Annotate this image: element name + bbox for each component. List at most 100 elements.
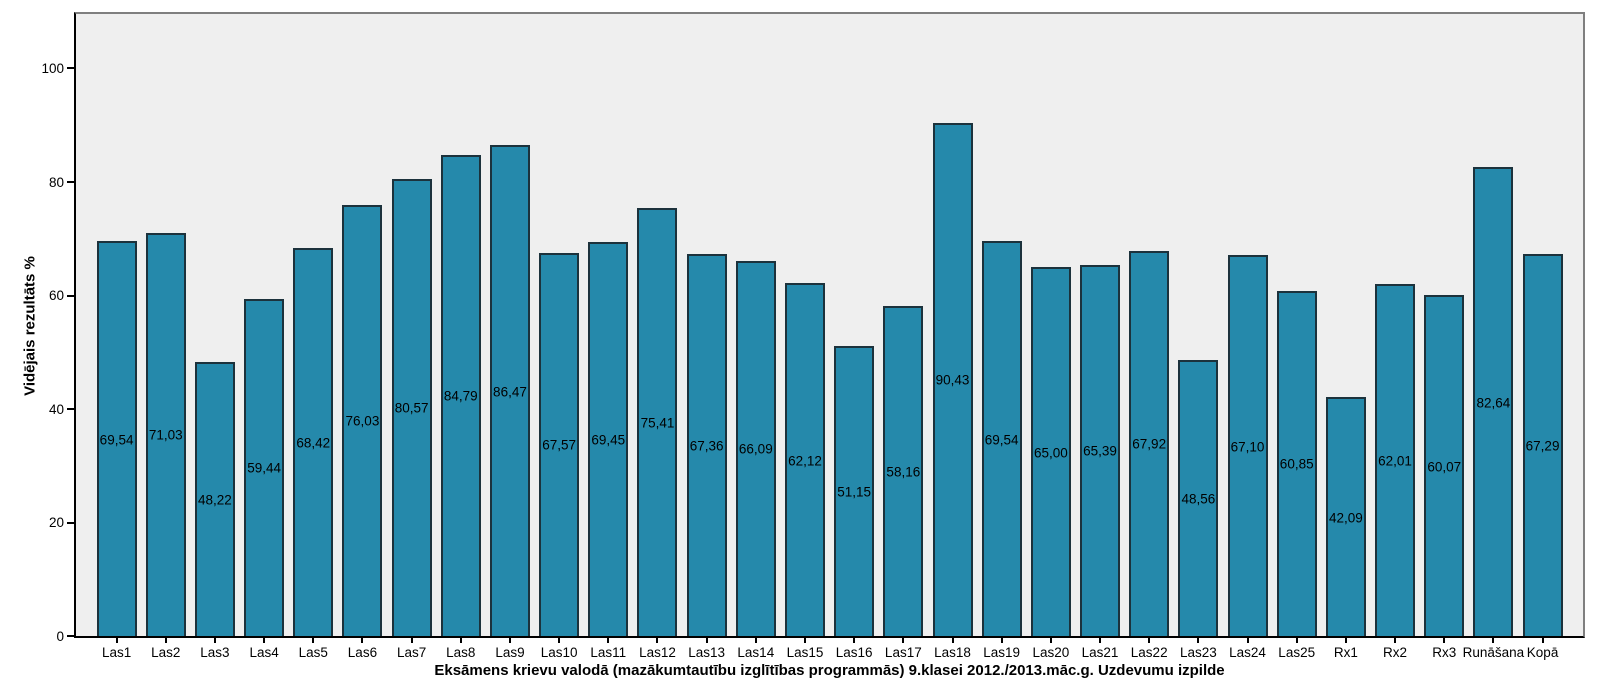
category-slot-las6: 76,03 Las6: [338, 14, 387, 660]
y-tick-mark: [67, 67, 74, 70]
x-tick-label: Rx1: [1333, 645, 1358, 660]
y-axis: 0 20 40 60 80 100: [41, 14, 1583, 642]
bar-las12: 75,41: [637, 208, 678, 636]
category-slot-las7: 80,57 Las7: [387, 14, 436, 660]
x-tick-label: Las20: [1032, 645, 1070, 660]
bar-las9: 86,47: [489, 145, 530, 636]
bar-las19: 69,54: [981, 241, 1022, 636]
x-tick-label: Las16: [835, 645, 873, 660]
x-tick-mark: [1148, 638, 1151, 643]
x-tick-mark: [459, 638, 462, 643]
x-tick-mark: [1443, 638, 1446, 643]
x-tick-mark: [558, 638, 561, 643]
bar-value-label: 62,12: [788, 453, 822, 469]
y-tick-label: 20: [48, 514, 64, 530]
x-tick-mark: [263, 638, 266, 643]
bar-value-label: 42,09: [1328, 510, 1363, 526]
x-tick-label: Las2: [151, 645, 181, 660]
category-slot-kopā: 67,29 Kopā: [1518, 14, 1567, 660]
bar-value-label: 65,39: [1083, 443, 1117, 459]
category-slot-las21: 65,39 Las21: [1075, 14, 1124, 660]
x-tick-mark: [607, 638, 610, 643]
x-tick-label: Las4: [249, 645, 279, 660]
x-tick-mark: [1197, 638, 1200, 643]
x-tick-mark: [312, 638, 315, 643]
category-slot-las23: 48,56 Las23: [1174, 14, 1223, 660]
x-tick-label: Runāšana: [1462, 645, 1525, 660]
x-tick-label: Las19: [983, 645, 1021, 660]
x-tick-label: Las18: [934, 645, 971, 660]
y-tick-label: 100: [41, 60, 64, 76]
x-tick-label: Las24: [1229, 645, 1266, 660]
category-slot-las19: 69,54 Las19: [977, 14, 1026, 660]
bar-las22: 67,92: [1129, 250, 1170, 636]
bar-runāšana: 82,64: [1473, 167, 1514, 636]
bar-value-label: 68,42: [296, 435, 331, 451]
bar-value-label: 82,64: [1476, 395, 1511, 410]
x-tick-mark: [1344, 638, 1347, 643]
bar-value-label: 60,85: [1279, 456, 1314, 472]
category-slot-las12: 75,41 Las12: [633, 14, 682, 660]
x-tick-label: Las25: [1278, 645, 1316, 660]
bar-value-label: 71,03: [148, 427, 183, 443]
bar-las4: 59,44: [244, 298, 285, 636]
bar-value-label: 90,43: [935, 372, 970, 388]
category-slot-las8: 84,79 Las8: [436, 14, 485, 660]
x-tick-label: Las3: [200, 645, 230, 660]
x-tick-mark: [1394, 638, 1397, 643]
x-tick-label: Las17: [884, 645, 922, 660]
bar-value-label: 67,36: [689, 438, 724, 454]
x-tick-label: Las15: [786, 645, 824, 660]
bar-las16: 51,15: [834, 345, 875, 636]
x-tick-label: Las22: [1130, 645, 1168, 660]
bar-kopā: 67,29: [1522, 254, 1563, 636]
bar-las3: 48,22: [194, 362, 235, 636]
bar-value-label: 80,57: [394, 400, 429, 416]
x-tick-label: Las13: [688, 645, 726, 660]
bar-value-label: 67,92: [1132, 436, 1167, 452]
bar-value-label: 48,56: [1181, 491, 1216, 507]
x-tick-mark: [1246, 638, 1249, 643]
x-tick-mark: [803, 638, 806, 643]
x-tick-mark: [361, 638, 364, 643]
category-slot-las22: 67,92 Las22: [1125, 14, 1174, 660]
x-tick-mark: [754, 638, 757, 643]
category-slot-las17: 58,16 Las17: [879, 14, 928, 660]
x-tick-mark: [656, 638, 659, 643]
x-tick-mark: [705, 638, 708, 643]
y-tick-mark: [67, 521, 74, 524]
bar-rx2: 62,01: [1375, 284, 1416, 636]
x-tick-mark: [1295, 638, 1298, 643]
x-tick-label: Las1: [101, 645, 132, 660]
x-tick-mark: [902, 638, 905, 643]
x-tick-mark: [853, 638, 856, 643]
category-slot-las24: 67,10 Las24: [1223, 14, 1272, 660]
bar-las17: 58,16: [883, 305, 924, 636]
x-tick-mark: [213, 638, 216, 643]
bar-value-label: 62,01: [1378, 453, 1412, 469]
bar-las10: 67,57: [539, 252, 580, 636]
bar-value-label: 84,79: [443, 388, 478, 404]
category-slot-las10: 67,57 Las10: [535, 14, 584, 660]
bar-las25: 60,85: [1276, 290, 1317, 636]
y-tick-label: 0: [56, 628, 64, 644]
bar-rx3: 60,07: [1424, 295, 1465, 636]
bar-las18: 90,43: [932, 122, 973, 636]
category-slot-las9: 86,47 Las9: [485, 14, 534, 660]
bar-value-label: 58,16: [886, 464, 921, 480]
bar-las21: 65,39: [1080, 264, 1121, 636]
bar-value-label: 86,47: [493, 384, 527, 400]
category-slot-rx2: 62,01 Rx2: [1370, 14, 1419, 660]
y-tick-mark: [67, 181, 74, 183]
category-slot-las18: 90,43 Las18: [928, 14, 977, 660]
x-tick-mark: [410, 638, 413, 643]
category-slot-las5: 68,42 Las5: [289, 14, 338, 660]
bar-value-label: 67,29: [1525, 438, 1560, 454]
category-slot-las16: 51,15 Las16: [830, 14, 879, 660]
category-slot-las4: 59,44 Las4: [240, 14, 289, 660]
x-tick-mark: [1492, 638, 1495, 643]
x-tick-mark: [1000, 638, 1003, 643]
category-slot-las13: 67,36 Las13: [682, 14, 731, 660]
bar-rx1: 42,09: [1325, 397, 1366, 636]
bar-value-label: 60,07: [1427, 459, 1462, 475]
